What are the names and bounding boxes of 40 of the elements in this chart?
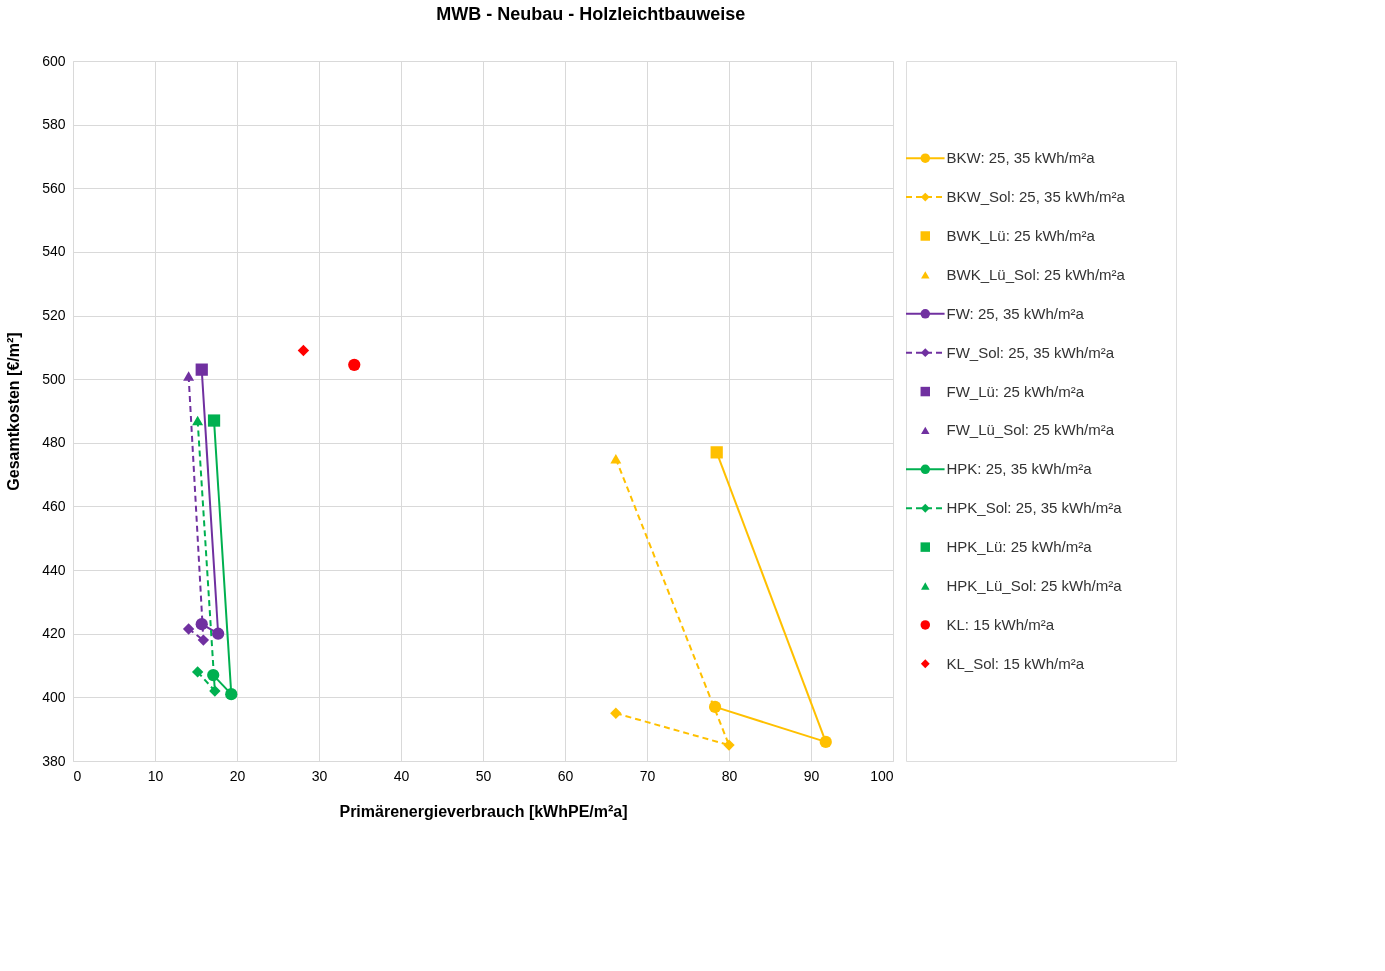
x-tick-label: 80 bbox=[721, 767, 738, 784]
x-tick-label: 0 bbox=[73, 767, 82, 784]
y-tick-label: 420 bbox=[42, 625, 66, 642]
legend-label: FW_Lü: 25 kWh/m²a bbox=[946, 382, 1085, 400]
chart-title: MWB - Neubau - Holzleichtbauweise bbox=[436, 3, 746, 24]
legend-label: FW: 25, 35 kWh/m²a bbox=[946, 304, 1085, 322]
x-tick-label: 60 bbox=[557, 767, 574, 784]
y-tick-label: 460 bbox=[42, 497, 66, 514]
y-tick-label: 560 bbox=[42, 179, 66, 196]
legend-label: KL_Sol: 15 kWh/m²a bbox=[946, 654, 1085, 672]
y-tick-label: 580 bbox=[42, 116, 66, 133]
y-tick-label: 600 bbox=[42, 52, 66, 69]
legend-label: KL: 15 kWh/m²a bbox=[946, 615, 1055, 633]
x-tick-label: 10 bbox=[147, 767, 164, 784]
x-tick-label: 100 bbox=[870, 767, 894, 784]
legend-label: HPK_Lü: 25 kWh/m²a bbox=[946, 538, 1093, 556]
x-axis-title: Primärenergieverbrauch [kWhPE/m²a] bbox=[339, 802, 628, 820]
legend-label: BWK_Lü_Sol: 25 kWh/m²a bbox=[946, 265, 1126, 283]
x-tick-label: 90 bbox=[803, 767, 820, 784]
legend-label: HPK_Sol: 25, 35 kWh/m²a bbox=[946, 499, 1123, 517]
legend-label: HPK: 25, 35 kWh/m²a bbox=[946, 460, 1093, 478]
legend-label: BKW_Sol: 25, 35 kWh/m²a bbox=[946, 188, 1126, 206]
x-tick-label: 50 bbox=[475, 767, 492, 784]
legend-label: BKW: 25, 35 kWh/m²a bbox=[946, 149, 1096, 167]
x-tick-label: 40 bbox=[393, 767, 410, 784]
x-tick-label: 20 bbox=[229, 767, 246, 784]
y-axis-title: Gesamtkosten [€/m²] bbox=[5, 332, 23, 491]
legend-label: FW_Sol: 25, 35 kWh/m²a bbox=[946, 343, 1115, 361]
y-tick-label: 540 bbox=[42, 243, 66, 260]
legend-label: BWK_Lü: 25 kWh/m²a bbox=[946, 227, 1096, 244]
y-tick-label: 380 bbox=[42, 752, 66, 769]
y-tick-label: 500 bbox=[42, 370, 66, 387]
legend-label: HPK_Lü_Sol: 25 kWh/m²a bbox=[946, 577, 1123, 594]
y-tick-label: 400 bbox=[42, 688, 66, 705]
y-tick-label: 440 bbox=[42, 561, 66, 578]
y-tick-label: 480 bbox=[42, 434, 66, 451]
y-tick-label: 520 bbox=[42, 307, 66, 324]
legend-label: FW_Lü_Sol: 25 kWh/m²a bbox=[946, 421, 1115, 439]
x-tick-label: 70 bbox=[639, 767, 656, 784]
x-tick-label: 30 bbox=[311, 767, 328, 784]
